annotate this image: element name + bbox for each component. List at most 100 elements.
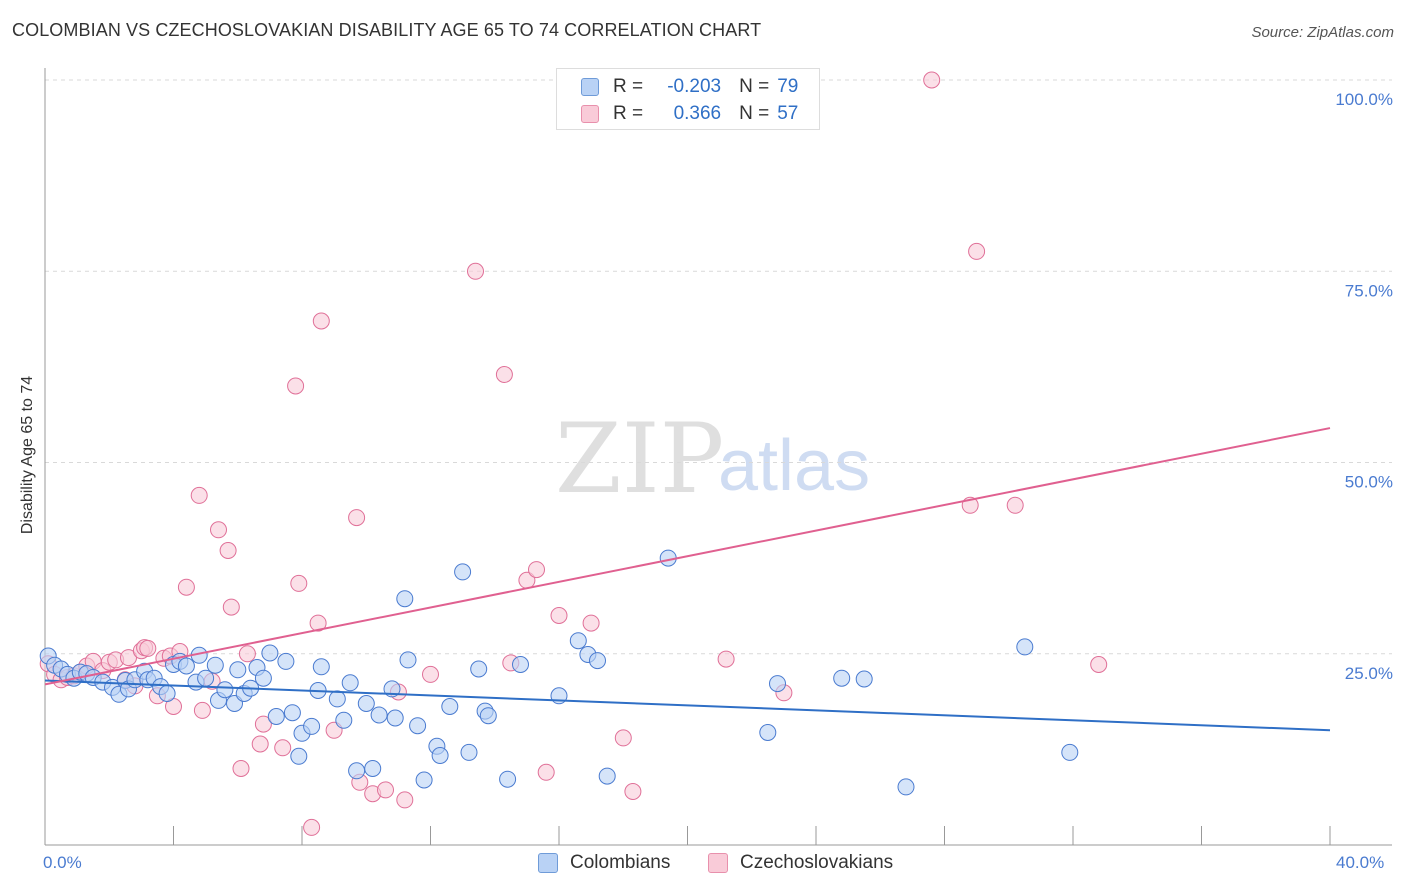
data-point [303, 717, 321, 735]
data-point [277, 652, 295, 670]
data-point [495, 366, 513, 383]
legend-swatch-pink [708, 853, 728, 873]
legend-row-colombians: R = -0.203 N = 79 [581, 75, 798, 99]
data-point [717, 650, 735, 668]
data-point [624, 783, 642, 800]
data-point [589, 652, 606, 670]
data-point [897, 778, 915, 796]
data-point [968, 242, 986, 260]
data-point [855, 670, 873, 688]
data-point [210, 521, 227, 539]
chart-title: COLOMBIAN VS CZECHOSLOVAKIAN DISABILITY … [12, 20, 762, 40]
data-point [1016, 638, 1034, 656]
legend-label: Czechoslovakians [740, 852, 894, 873]
data-point [454, 563, 472, 581]
data-point [312, 312, 330, 330]
legend-swatch-pink [581, 105, 599, 123]
data-point [335, 711, 353, 729]
data-point [614, 729, 632, 747]
data-point [364, 760, 382, 777]
data-point [219, 542, 237, 559]
data-point [370, 706, 388, 724]
data-point [261, 644, 279, 662]
data-point [598, 767, 616, 785]
data-point [206, 656, 224, 674]
data-point [1006, 496, 1024, 514]
data-point [550, 607, 568, 624]
data-point [479, 707, 497, 725]
n-value: 57 [777, 103, 799, 124]
data-point [759, 724, 777, 741]
data-point [348, 509, 366, 527]
stats-legend: R = -0.203 N = 79 R = 0.366 N = 57 [556, 68, 820, 130]
data-point [328, 690, 346, 708]
data-point [386, 709, 404, 727]
data-point [222, 598, 240, 616]
data-point [569, 632, 587, 650]
data-point [467, 262, 484, 280]
data-point [158, 685, 176, 702]
data-point [283, 704, 301, 722]
legend-swatch-blue [538, 853, 558, 873]
data-point [309, 614, 327, 632]
data-point [229, 661, 247, 679]
data-point [833, 669, 851, 687]
series-legend: Colombians Czechoslovakians [0, 852, 1406, 876]
data-point [139, 639, 157, 657]
data-point [399, 651, 417, 669]
data-point [582, 614, 600, 632]
data-point [303, 818, 321, 836]
data-point [409, 717, 427, 735]
watermark-atlas: atlas [718, 426, 870, 506]
data-point [769, 675, 786, 693]
legend-item-colombians[interactable]: Colombians [538, 852, 670, 874]
legend-swatch-blue [581, 78, 599, 96]
r-label: R = [613, 103, 644, 124]
n-label: N = [739, 103, 770, 124]
data-point [254, 669, 272, 687]
n-value: 79 [777, 76, 799, 97]
data-point [377, 781, 394, 799]
data-point [267, 708, 285, 725]
data-point [528, 561, 545, 579]
data-point [193, 701, 211, 719]
data-point [312, 658, 330, 676]
trend-line [44, 679, 1331, 732]
y-tick-label: 25.0% [1345, 664, 1393, 683]
data-point [422, 665, 439, 683]
data-point [290, 574, 308, 592]
data-point [441, 698, 459, 715]
legend-label: Colombians [570, 852, 671, 873]
x-tick-label-max: 40.0% [1336, 853, 1385, 872]
r-value: -0.203 [667, 76, 722, 97]
y-tick-label: 75.0% [1345, 281, 1393, 300]
data-point [357, 695, 375, 712]
data-point [251, 735, 269, 753]
data-point [341, 674, 359, 692]
data-point [1061, 743, 1079, 761]
watermark-zip: ZIP [555, 403, 724, 515]
data-point [177, 578, 195, 596]
x-tick-label-min: 0.0% [43, 853, 82, 872]
data-point [232, 760, 250, 777]
data-point [190, 486, 208, 504]
data-point [396, 590, 414, 608]
data-point [396, 791, 414, 809]
data-point [1090, 656, 1108, 673]
data-point [537, 763, 555, 781]
legend-item-czechoslovakians[interactable]: Czechoslovakians [708, 852, 893, 874]
data-point [287, 377, 305, 395]
trend-line [44, 427, 1331, 686]
data-point [238, 645, 256, 663]
data-point [254, 715, 272, 733]
data-point [274, 739, 292, 757]
data-point [348, 762, 366, 780]
r-value: 0.366 [673, 103, 722, 124]
legend-row-czechoslovakians: R = 0.366 N = 57 [581, 102, 798, 126]
data-point [216, 681, 234, 699]
data-point [512, 656, 529, 673]
data-point [499, 770, 517, 788]
y-tick-label: 50.0% [1345, 473, 1393, 492]
n-label: N = [739, 76, 770, 97]
